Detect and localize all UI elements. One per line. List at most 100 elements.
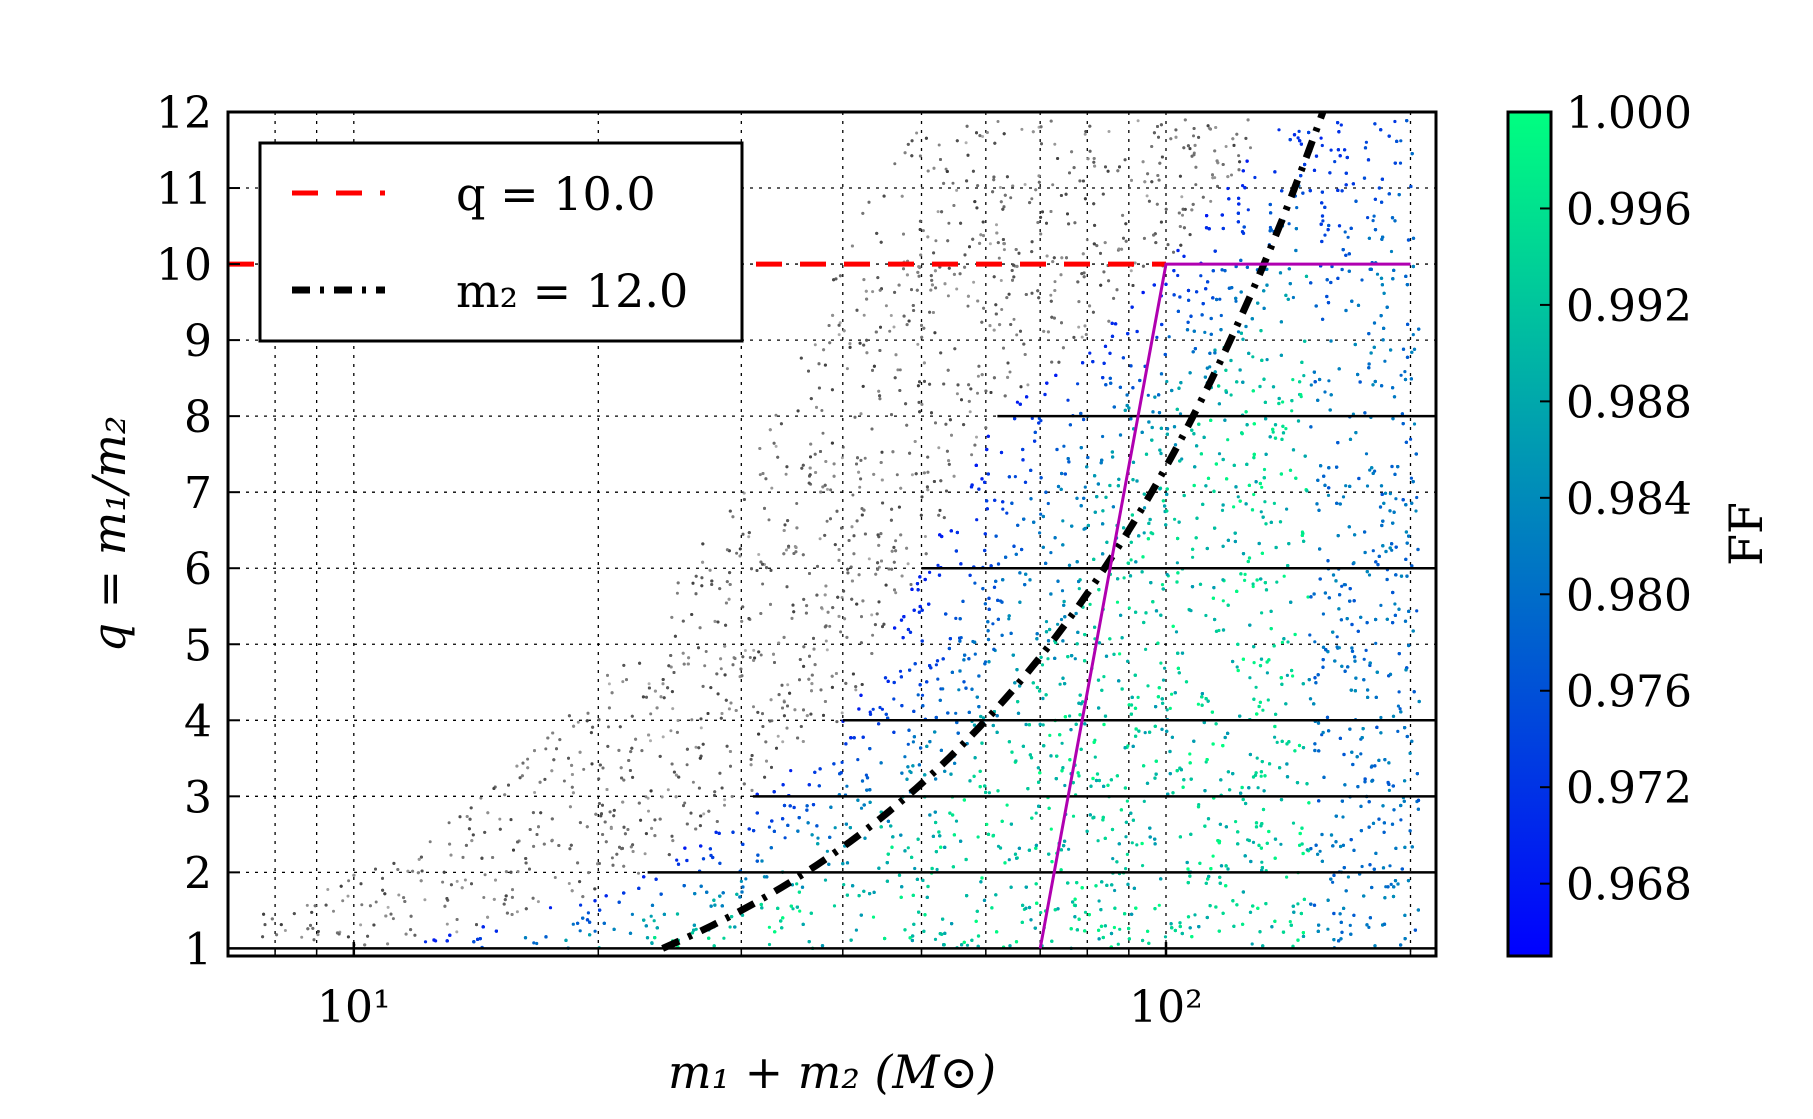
template-point — [1232, 505, 1235, 508]
template-point — [1165, 380, 1168, 383]
template-point — [1094, 756, 1097, 759]
rejected-point — [1020, 128, 1023, 131]
rejected-point — [977, 375, 980, 378]
template-point — [1248, 676, 1251, 679]
rejected-point — [1181, 214, 1184, 217]
rejected-point — [648, 682, 651, 685]
template-point — [1067, 848, 1070, 851]
rejected-point — [752, 705, 755, 708]
template-point — [1014, 475, 1017, 478]
rejected-point — [360, 903, 363, 906]
template-point — [935, 663, 938, 666]
template-point — [768, 943, 771, 946]
rejected-point — [456, 880, 459, 883]
rejected-point — [760, 654, 763, 657]
template-point — [1161, 583, 1164, 586]
rejected-point — [826, 648, 829, 651]
template-point — [1298, 130, 1301, 133]
template-point — [1365, 452, 1368, 455]
template-point — [1076, 382, 1079, 385]
template-point — [784, 836, 787, 839]
template-point — [1001, 508, 1004, 511]
template-point — [1135, 843, 1138, 846]
rejected-point — [976, 392, 979, 395]
rejected-point — [649, 739, 652, 742]
rejected-point — [890, 314, 893, 317]
rejected-point — [498, 818, 501, 821]
rejected-point — [611, 856, 614, 859]
rejected-point — [1209, 200, 1212, 203]
rejected-point — [1051, 183, 1054, 186]
rejected-point — [375, 901, 378, 904]
rejected-point — [947, 294, 950, 297]
template-point — [1415, 609, 1418, 612]
rejected-point — [826, 520, 829, 523]
rejected-point — [1084, 133, 1087, 136]
template-point — [1342, 495, 1345, 498]
template-point — [1162, 679, 1165, 682]
template-point — [1059, 683, 1062, 686]
rejected-point — [955, 189, 958, 192]
template-point — [1288, 222, 1291, 225]
rejected-point — [676, 592, 679, 595]
rejected-point — [516, 910, 519, 913]
template-point — [1306, 595, 1309, 598]
rejected-point — [838, 333, 841, 336]
rejected-point — [972, 281, 975, 284]
rejected-point — [896, 473, 899, 476]
template-point — [1394, 497, 1397, 500]
rejected-point — [775, 414, 778, 417]
rejected-point — [894, 539, 897, 542]
rejected-point — [1180, 195, 1183, 198]
template-point — [842, 883, 845, 886]
rejected-point — [842, 446, 845, 449]
template-point — [1251, 942, 1254, 945]
rejected-point — [995, 223, 998, 226]
template-point — [1244, 573, 1247, 576]
template-point — [1006, 804, 1009, 807]
template-point — [1143, 531, 1146, 534]
rejected-point — [326, 888, 329, 891]
rejected-point — [1081, 336, 1084, 339]
template-point — [768, 926, 771, 929]
rejected-point — [863, 314, 866, 317]
rejected-point — [1249, 146, 1252, 149]
rejected-point — [582, 768, 585, 771]
template-point — [653, 919, 656, 922]
template-point — [941, 687, 944, 690]
template-point — [1267, 698, 1270, 701]
rejected-point — [695, 746, 698, 749]
template-point — [1263, 500, 1266, 503]
template-point — [675, 859, 678, 862]
rejected-point — [690, 718, 693, 721]
rejected-point — [969, 410, 972, 413]
template-point — [1234, 300, 1237, 303]
rejected-point — [871, 290, 874, 293]
template-point — [1349, 924, 1352, 927]
template-point — [1323, 390, 1326, 393]
template-point — [1336, 635, 1339, 638]
template-point — [631, 913, 634, 916]
template-point — [1272, 431, 1275, 434]
template-point — [936, 868, 939, 871]
template-point — [1260, 775, 1263, 778]
rejected-point — [785, 473, 788, 476]
rejected-point — [1086, 238, 1089, 241]
template-point — [1226, 438, 1229, 441]
template-point — [1191, 556, 1194, 559]
template-point — [1252, 841, 1255, 844]
template-point — [1253, 176, 1256, 179]
template-point — [1088, 352, 1091, 355]
template-point — [1403, 370, 1406, 373]
template-point — [1398, 690, 1401, 693]
template-point — [1008, 858, 1011, 861]
template-point — [872, 708, 875, 711]
template-point — [1327, 494, 1330, 497]
template-point — [899, 670, 902, 673]
template-point — [1113, 926, 1116, 929]
rejected-point — [924, 535, 927, 538]
rejected-point — [347, 895, 350, 898]
template-point — [856, 758, 859, 761]
rejected-point — [846, 367, 849, 370]
